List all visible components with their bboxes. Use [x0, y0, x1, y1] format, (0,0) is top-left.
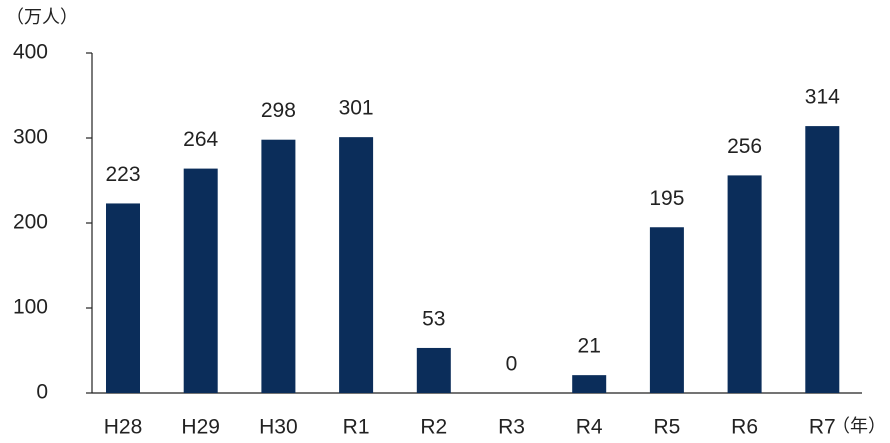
bar [339, 137, 374, 393]
y-tick-label: 200 [13, 211, 48, 234]
x-tick-label: H30 [259, 416, 298, 439]
x-tick-label: R4 [576, 416, 603, 439]
data-label: 301 [339, 97, 374, 120]
bar [572, 375, 607, 393]
bar [183, 168, 218, 393]
x-tick-label: H29 [181, 416, 220, 439]
bar [649, 227, 684, 393]
x-tick-label: R7 [809, 416, 836, 439]
data-label: 53 [422, 307, 445, 330]
y-tick-label: 0 [36, 381, 48, 404]
bar [106, 203, 140, 393]
y-tick-label: 300 [13, 126, 48, 149]
data-label: 314 [805, 86, 840, 109]
y-tick-label: 100 [13, 296, 48, 319]
y-tick-label: 400 [13, 41, 48, 64]
data-label: 298 [261, 99, 296, 122]
data-label: 0 [506, 353, 518, 376]
data-label: 21 [578, 335, 601, 358]
bar [727, 175, 762, 393]
x-tick-label: R3 [498, 416, 525, 439]
bar [805, 126, 840, 393]
x-tick-label: H28 [104, 416, 143, 439]
x-tick-label: R1 [343, 416, 370, 439]
data-label: 264 [183, 128, 218, 151]
bar [261, 139, 296, 393]
bar [416, 347, 451, 393]
data-label: 195 [649, 187, 684, 210]
x-tick-label: R6 [731, 416, 758, 439]
data-label: 223 [105, 163, 140, 186]
x-axis-label: （年） [832, 416, 886, 436]
x-tick-label: R5 [653, 416, 680, 439]
x-tick-label: R2 [420, 416, 447, 439]
y-axis-label: （万人） [6, 7, 78, 27]
data-label: 256 [727, 135, 762, 158]
